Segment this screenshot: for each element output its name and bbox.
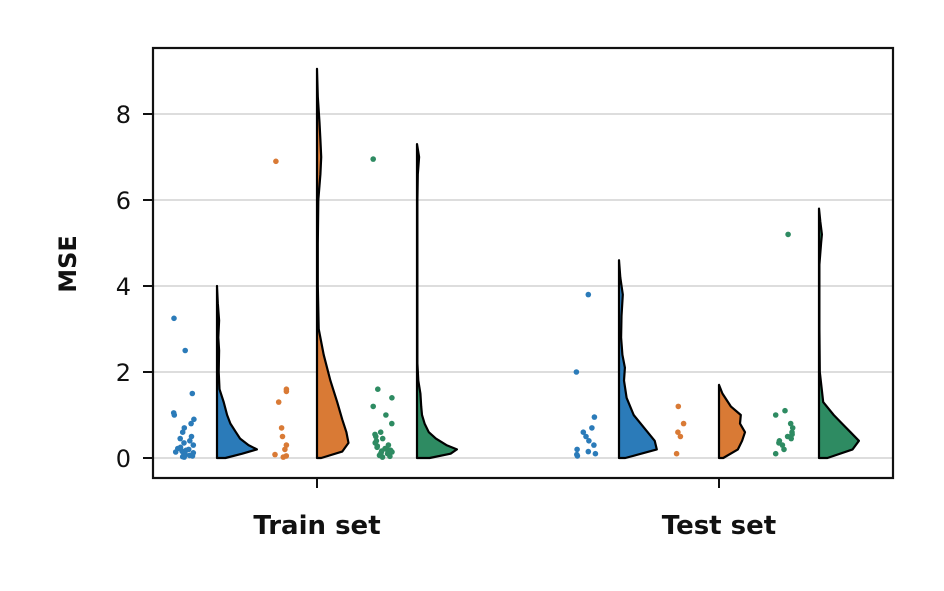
data-point [782,407,788,414]
data-point [370,403,377,410]
density-half-violin [717,383,747,460]
data-point [275,399,282,405]
data-point [181,440,187,446]
data-point [574,451,580,458]
data-point [377,429,384,436]
data-point [776,438,783,444]
x-axis: Train set Test set [253,478,776,541]
data-point [591,414,598,420]
y-axis: 0 2 4 6 8 [116,101,153,473]
density-half-violin [315,67,350,460]
data-point [385,442,392,448]
data-point [673,450,680,457]
data-point [585,291,592,298]
y-tick-label: 6 [116,187,131,215]
gridlines [153,113,893,459]
density-clouds [215,67,860,460]
data-point [372,431,378,438]
data-point [283,453,290,459]
data-point [583,433,589,440]
y-tick-label: 2 [116,359,131,387]
data-point [170,410,177,416]
data-point [283,442,290,448]
density-half-violin [617,259,658,460]
y-tick-label: 4 [116,273,131,301]
data-point [373,438,380,444]
y-tick-label: 8 [116,101,131,129]
data-point [574,446,580,453]
data-point [580,429,587,436]
data-point [279,433,286,440]
data-point [781,446,787,453]
data-point [182,347,188,354]
data-point [787,420,794,427]
data-point [784,433,791,440]
data-point [188,433,195,440]
data-point [585,448,592,455]
data-point [278,425,285,431]
data-point [772,412,779,418]
data-point [179,429,186,436]
data-point [188,420,194,427]
data-point [282,446,288,453]
data-point [677,433,684,440]
data-point [389,420,395,427]
data-point [272,451,278,458]
density-half-violin [415,143,458,460]
density-half-violin [215,284,258,460]
data-point [187,438,193,444]
data-point [589,425,595,431]
data-point [789,429,795,436]
x-tick-label: Train set [253,511,380,541]
data-point [171,315,177,322]
data-point [273,158,279,165]
data-point [586,438,592,444]
data-point [177,444,184,451]
data-point [785,231,791,238]
data-point [573,369,580,375]
data-point [789,425,796,431]
data-point [189,390,196,397]
data-point [675,429,681,436]
data-point [383,412,389,418]
data-point [190,442,197,448]
data-point [177,435,183,442]
data-point [185,446,192,453]
data-point [675,403,682,410]
data-point [379,435,386,442]
y-axis-title: MSE [54,235,82,293]
data-point [181,425,188,431]
plot-frame [151,46,895,480]
data-point [680,420,687,427]
data-point [389,395,395,401]
data-point [772,450,779,457]
jitter-points [170,156,796,460]
x-tick-label: Test set [662,511,776,541]
density-half-violin [817,207,860,460]
y-tick-label: 0 [116,445,131,473]
data-point [283,386,290,393]
data-point [591,442,597,448]
data-point [375,386,381,393]
data-point [190,450,197,456]
data-point [592,450,599,457]
data-point [370,156,377,162]
data-point [191,416,197,423]
